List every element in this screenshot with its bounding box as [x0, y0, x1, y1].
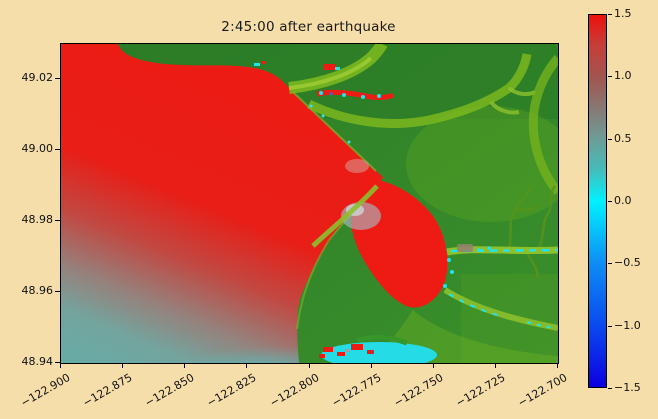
x-tick-mark	[432, 363, 434, 368]
x-tick-label: −122.875	[80, 371, 135, 410]
x-tick-label: −122.700	[515, 371, 570, 410]
x-tick-label: −122.900	[18, 371, 73, 410]
lagoon-speckle	[345, 349, 350, 352]
mudflat-patch	[457, 244, 473, 252]
y-tick-label: 49.02	[21, 71, 54, 85]
bay-calm-patch	[345, 159, 369, 173]
coastal-speckle	[261, 61, 266, 64]
estuary-water	[316, 89, 395, 100]
x-tick-mark	[494, 363, 496, 368]
colorbar-tick-mark	[608, 14, 612, 15]
y-tick-mark	[55, 149, 60, 151]
shore-speckle	[443, 284, 447, 288]
x-tick-label: −122.850	[142, 371, 197, 410]
lagoon-bar	[356, 334, 408, 346]
colorbar-tick-mark	[608, 138, 612, 140]
shore-speckle	[450, 270, 454, 274]
x-tick-mark	[246, 363, 248, 368]
estuary-speckle	[377, 94, 381, 98]
coastal-speckle	[335, 67, 340, 70]
x-tick-label: −122.825	[204, 371, 259, 410]
stream-valley	[443, 287, 558, 331]
x-tick-mark	[122, 363, 124, 368]
colorbar-gradient	[589, 15, 606, 387]
estuary-speckle	[342, 93, 346, 97]
estuary-speckle	[319, 91, 323, 95]
coastal-speckle	[309, 104, 313, 108]
colorbar-tick-label: −0.5	[614, 256, 641, 270]
lagoon-speckle	[337, 352, 345, 356]
shore-speckle	[447, 258, 451, 262]
dendritic-creeks	[507, 185, 556, 279]
stream-water	[448, 293, 498, 316]
river-channel	[288, 56, 373, 90]
harbor-mouth-water	[359, 168, 391, 198]
x-tick-label: −122.725	[453, 371, 508, 410]
colorbar-tick-label: 1.0	[614, 69, 632, 83]
y-tick-mark	[55, 291, 60, 293]
stream-water	[526, 321, 556, 329]
coastal-flood-patch	[324, 64, 336, 70]
colorbar-tick-label: 1.5	[614, 7, 632, 20]
x-tick-mark	[557, 363, 558, 368]
estuary-speckle	[361, 95, 365, 99]
tsunami-map	[61, 44, 558, 363]
colorbar-tick-mark	[608, 201, 612, 202]
estuary-speckle	[329, 92, 333, 96]
map-axes	[60, 43, 559, 364]
y-tick-label: 48.94	[21, 355, 54, 368]
lagoon-speckle	[323, 347, 333, 352]
lagoon-water	[321, 342, 437, 363]
coastal-speckle	[347, 140, 351, 144]
coastal-speckle	[321, 114, 325, 118]
river-valley	[307, 53, 532, 128]
lagoon-speckle	[367, 350, 374, 354]
colorbar-tick-mark	[608, 388, 612, 389]
y-tick-mark	[55, 78, 60, 80]
x-tick-mark	[308, 363, 310, 368]
y-tick-mark	[55, 220, 60, 222]
lagoon-speckle	[319, 354, 325, 358]
chart-title: 2:45:00 after earthquake	[221, 19, 396, 35]
land-mass	[118, 44, 558, 363]
colorbar	[588, 14, 607, 388]
colorbar-tick-mark	[608, 325, 612, 327]
colorbar-tick-label: −1.5	[614, 381, 641, 394]
stream-speckle	[487, 246, 491, 250]
lagoon-speckle	[351, 344, 363, 350]
y-tick-label: 48.98	[21, 213, 54, 227]
colorbar-tick-label: 0.5	[614, 131, 632, 145]
colorbar-tick-label: 0.0	[614, 194, 632, 207]
y-tick-label: 48.96	[21, 284, 54, 298]
x-tick-mark	[184, 363, 186, 368]
x-tick-label: −122.775	[329, 371, 384, 410]
coastal-speckle	[254, 63, 260, 66]
y-tick-label: 49.00	[21, 142, 54, 156]
sand-spit	[311, 184, 379, 248]
river-branch	[489, 86, 536, 115]
terrain-tint	[406, 106, 558, 222]
colorbar-tick-label: −1.0	[614, 318, 641, 332]
colorbar-tick-mark	[608, 76, 612, 78]
x-tick-label: −122.800	[267, 371, 321, 410]
river-valley	[528, 55, 558, 195]
x-tick-mark	[60, 363, 61, 368]
x-tick-label: −122.750	[391, 371, 446, 410]
stream-speckle	[477, 248, 481, 252]
colorbar-tick-mark	[608, 263, 612, 265]
y-tick-mark	[55, 362, 60, 363]
x-tick-mark	[370, 363, 372, 368]
